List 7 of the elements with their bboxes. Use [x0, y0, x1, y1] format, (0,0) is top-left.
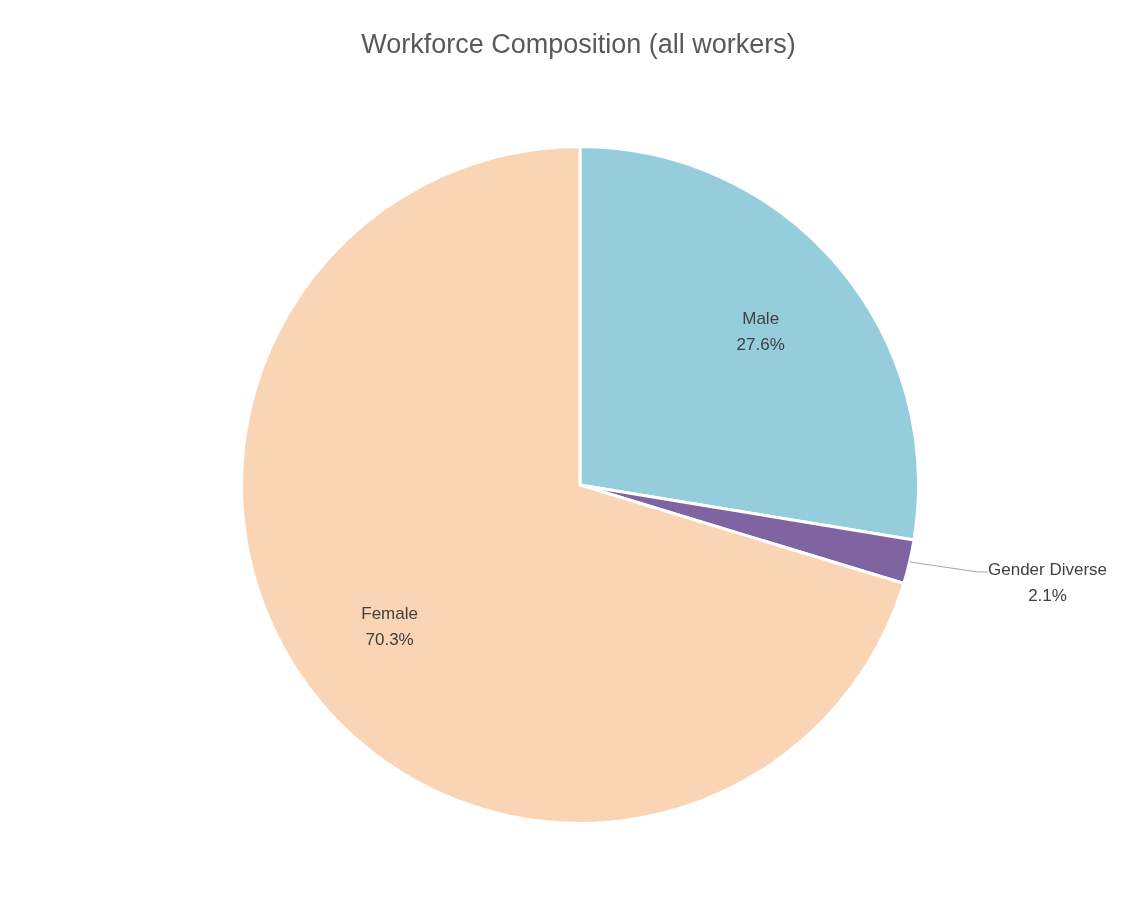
data-label: 27.6%: [736, 335, 785, 355]
slice-label: Male: [742, 309, 780, 329]
chart-title: Workforce Composition (all workers): [361, 29, 796, 60]
slice-label: Gender Diverse: [988, 559, 1108, 579]
slice-label: Female: [361, 603, 418, 623]
data-label: 70.3%: [365, 629, 414, 649]
data-label: 2.1%: [1028, 585, 1067, 605]
